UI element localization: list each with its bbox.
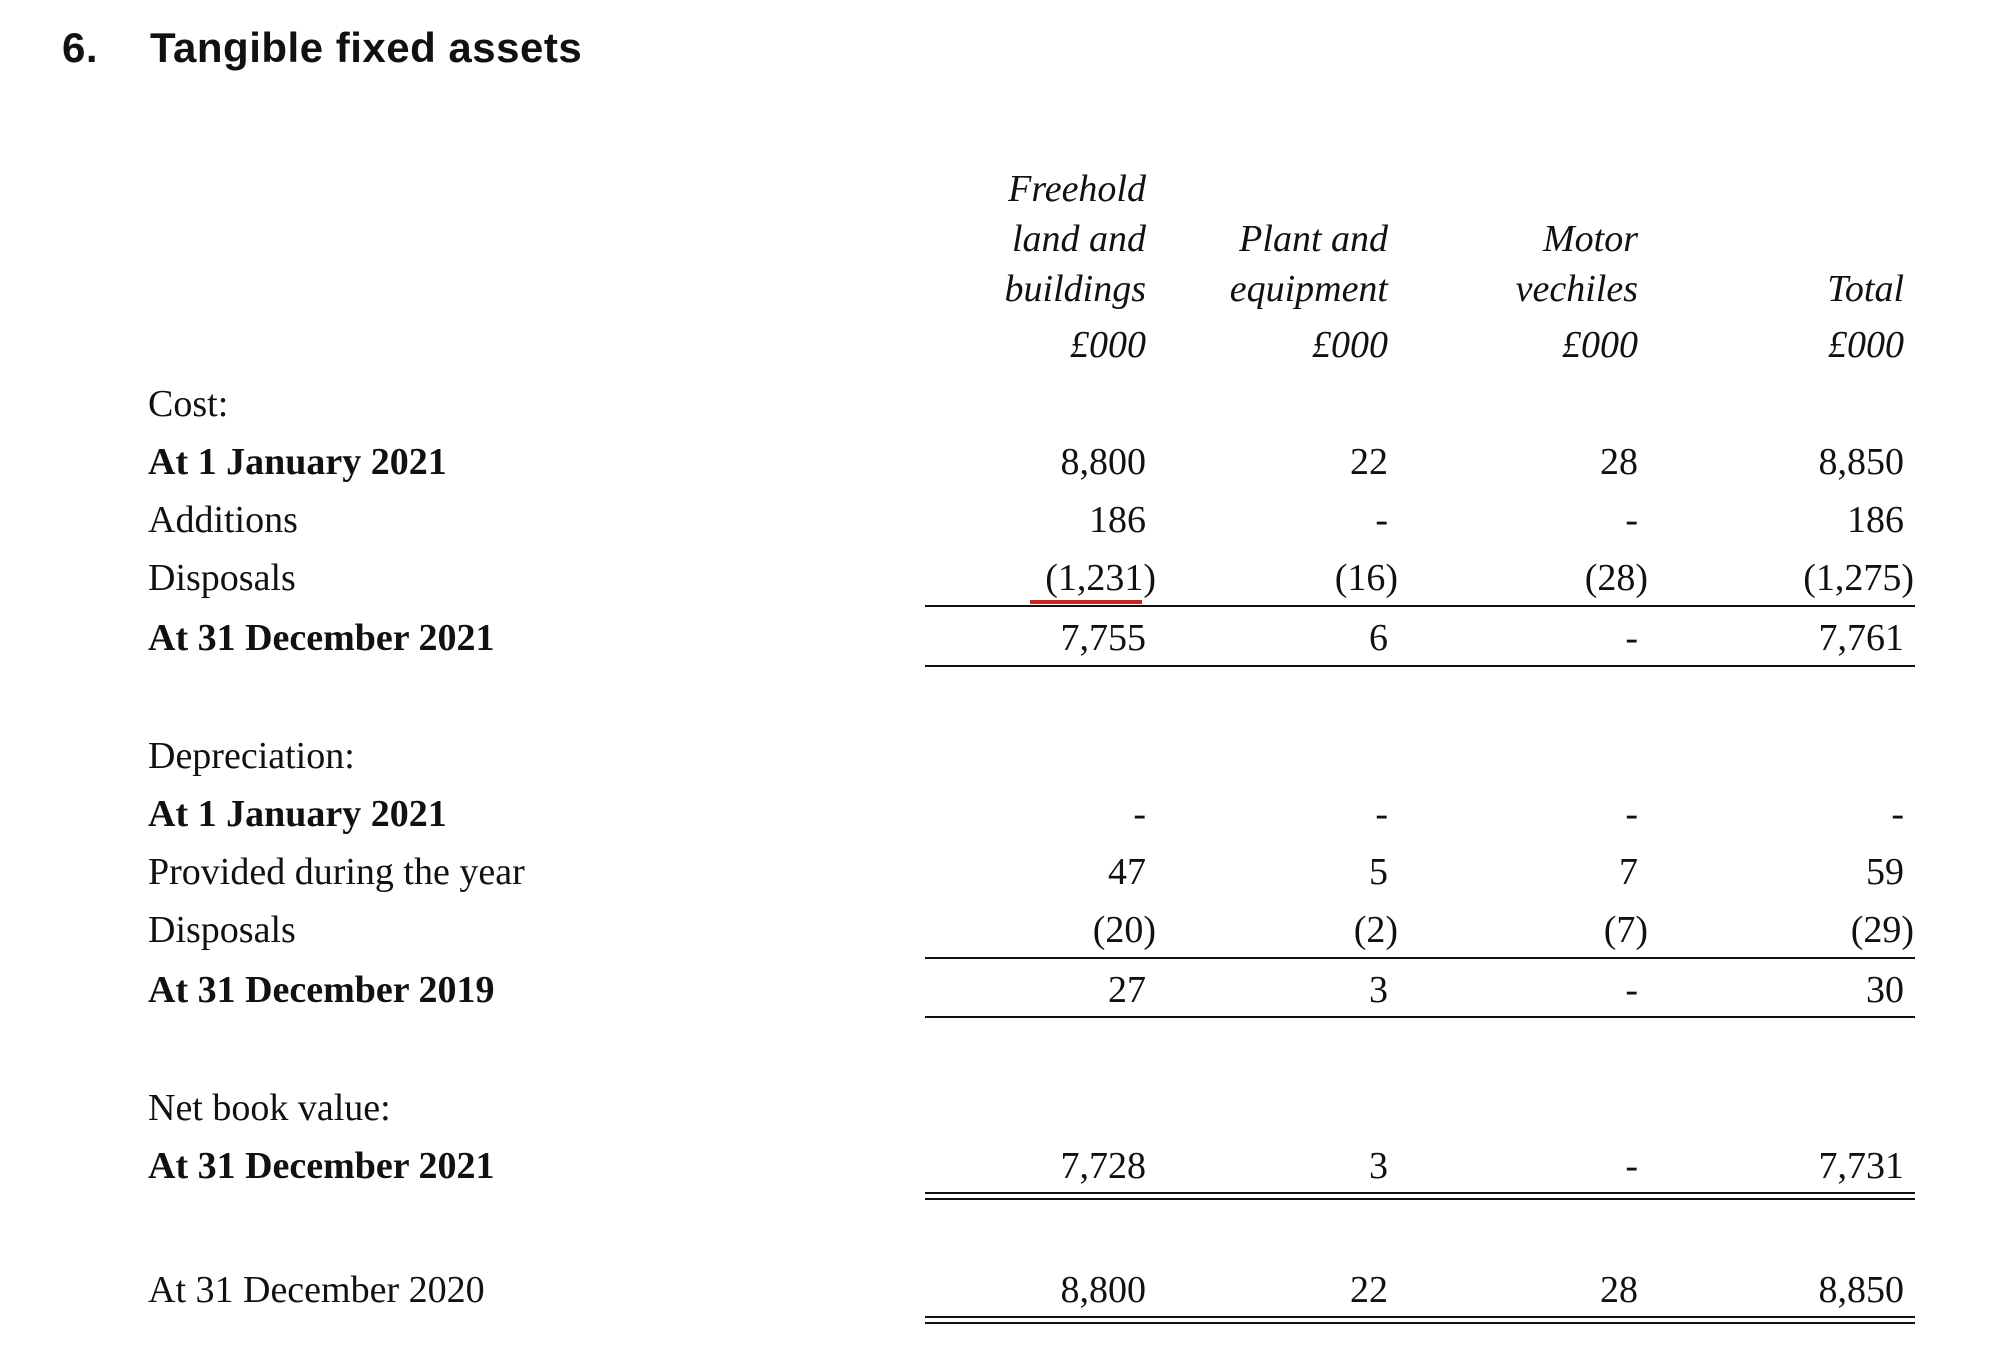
column-header-motor: Motor vechiles £000 xyxy=(1516,214,1638,370)
cell-value: 8,800 xyxy=(1060,1269,1147,1311)
row-label: Disposals xyxy=(148,557,296,599)
cell-value: - xyxy=(1891,793,1904,835)
row-label: Additions xyxy=(148,499,298,541)
cell-value: (7) xyxy=(1603,909,1648,951)
cell-value: 186 xyxy=(1847,499,1904,541)
section-heading-cost: Cost: xyxy=(148,383,229,425)
column-unit: £000 xyxy=(1312,324,1388,366)
cell-value: (1,275) xyxy=(1803,557,1914,599)
column-header-line: equipment xyxy=(1229,268,1388,310)
cell-value: 7,755 xyxy=(1060,617,1147,659)
cell-value: 3 xyxy=(1369,1145,1388,1187)
row-label: Disposals xyxy=(148,909,296,951)
cell-value: 28 xyxy=(1600,1269,1638,1311)
row-label: At 31 December 2019 xyxy=(148,969,495,1011)
column-header-line: vechiles xyxy=(1515,268,1638,310)
cell-value: 22 xyxy=(1350,441,1388,483)
cell-value: (29) xyxy=(1850,909,1914,951)
cell-value: - xyxy=(1375,793,1388,835)
row-label: At 31 December 2021 xyxy=(148,617,495,659)
cell-value: 59 xyxy=(1866,851,1904,893)
column-header-plant: Plant and equipment £000 xyxy=(1230,214,1388,370)
cell-value: (28) xyxy=(1584,557,1648,599)
cell-value: - xyxy=(1625,499,1638,541)
cell-value: 8,850 xyxy=(1818,1269,1905,1311)
cell-value: - xyxy=(1625,617,1638,659)
column-header-line: buildings xyxy=(1004,268,1146,310)
cell-value: 47 xyxy=(1108,851,1146,893)
row-label: Provided during the year xyxy=(148,851,525,893)
total-rule xyxy=(925,1016,1915,1018)
cell-value: - xyxy=(1133,793,1146,835)
section-heading-net-book-value: Net book value: xyxy=(148,1087,391,1129)
column-header-line: Motor xyxy=(1543,218,1638,260)
cell-value: (2) xyxy=(1353,909,1398,951)
cell-value: 7 xyxy=(1619,851,1638,893)
cell-value: - xyxy=(1625,969,1638,1011)
cell-value: (16) xyxy=(1334,557,1398,599)
column-header-line: Freehold xyxy=(1008,168,1146,210)
row-label: At 1 January 2021 xyxy=(148,441,447,483)
cell-value: - xyxy=(1625,1145,1638,1187)
cell-value: 7,761 xyxy=(1818,617,1905,659)
highlight-underline xyxy=(1030,600,1142,604)
cell-value: 22 xyxy=(1350,1269,1388,1311)
column-unit: £000 xyxy=(1562,324,1638,366)
row-label: At 31 December 2020 xyxy=(148,1269,485,1311)
cell-value: 30 xyxy=(1866,969,1904,1011)
subtotal-rule xyxy=(925,957,1915,959)
section-heading-depreciation: Depreciation: xyxy=(148,735,355,777)
column-unit: £000 xyxy=(1070,324,1146,366)
cell-value: 5 xyxy=(1369,851,1388,893)
row-label: At 1 January 2021 xyxy=(148,793,447,835)
subtotal-rule xyxy=(925,605,1915,607)
total-rule xyxy=(925,665,1915,667)
row-label: At 31 December 2021 xyxy=(148,1145,495,1187)
note-title: Tangible fixed assets xyxy=(150,24,583,71)
double-rule xyxy=(925,1192,1915,1200)
column-header-line: Plant and xyxy=(1239,218,1388,260)
cell-value: 7,728 xyxy=(1060,1145,1147,1187)
cell-value: (20) xyxy=(1092,909,1156,951)
cell-value: 8,850 xyxy=(1818,441,1905,483)
note-heading: 6. Tangible fixed assets xyxy=(62,24,582,72)
cell-value: - xyxy=(1375,499,1388,541)
column-unit: £000 xyxy=(1828,324,1904,366)
cell-value: 186 xyxy=(1089,499,1146,541)
cell-value: - xyxy=(1625,793,1638,835)
cell-value: (1,231) xyxy=(1045,557,1156,599)
column-header-freehold: Freehold land and buildings £000 xyxy=(1005,164,1146,370)
column-header-line: Total xyxy=(1827,268,1904,310)
column-header-total: Total £000 xyxy=(1827,264,1904,370)
note-number: 6. xyxy=(62,24,99,71)
cell-value: 7,731 xyxy=(1818,1145,1905,1187)
cell-value: 27 xyxy=(1108,969,1146,1011)
double-rule xyxy=(925,1316,1915,1324)
cell-value: 3 xyxy=(1369,969,1388,1011)
cell-value: 28 xyxy=(1600,441,1638,483)
cell-value: 8,800 xyxy=(1060,441,1147,483)
column-header-line: land and xyxy=(1011,218,1146,260)
cell-value: 6 xyxy=(1369,617,1388,659)
